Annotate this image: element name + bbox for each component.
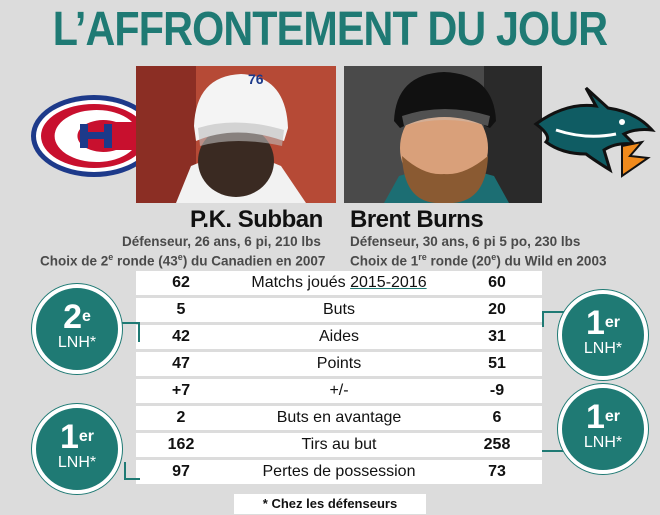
right-value: 51 (488, 355, 506, 372)
badge-league: LNH* (583, 434, 623, 451)
badge-rank: 2e (36, 300, 118, 334)
draft-text-a: Choix de 2 (40, 253, 109, 269)
badge-rank: 1er (562, 306, 644, 340)
rank-suffix: e (82, 308, 91, 325)
stat-label: +/- (329, 382, 349, 399)
stat-label: Tirs au but (301, 436, 377, 453)
stat-label: Buts (322, 301, 355, 318)
stat-row: 62 Matchs joués 2015-2016 60 (136, 271, 542, 295)
right-value: 20 (488, 301, 506, 318)
badge-rank: 1er (36, 420, 118, 454)
rank-badge-burns-goals: 1er LNH* (558, 290, 648, 380)
left-value: 97 (172, 463, 190, 480)
connector-line (124, 462, 140, 480)
right-value: 60 (488, 274, 506, 291)
draft-sup-a: e (108, 252, 114, 262)
left-value: 5 (176, 301, 186, 318)
rank-badge-subban-goals: 2e LNH* (32, 284, 122, 374)
rank-number: 1 (59, 418, 79, 456)
rank-number: 2 (63, 298, 82, 336)
left-value: 62 (172, 274, 190, 291)
burns-photo (344, 66, 542, 203)
left-player-draft: Choix de 2e ronde (43e) du Canadien en 2… (40, 252, 325, 269)
left-value: 42 (172, 328, 190, 345)
season-label: 2015-2016 (350, 274, 427, 291)
right-value: 73 (488, 463, 506, 480)
stat-row: 5 Buts 20 (136, 298, 542, 322)
badge-league: LNH* (583, 340, 623, 357)
left-value: 2 (176, 409, 186, 426)
right-value: 6 (492, 409, 502, 426)
stat-label-text: Matchs joués (251, 274, 351, 291)
stat-label: Pertes de possession (262, 463, 416, 480)
draft-sup-b: e (177, 252, 183, 262)
right-player-name: Brent Burns (350, 206, 484, 233)
rank-suffix: er (604, 408, 621, 425)
sharks-logo (526, 84, 658, 184)
stat-label: Buts en avantage (276, 409, 402, 426)
footnote: * Chez les défenseurs (234, 494, 426, 514)
rank-suffix: er (604, 314, 621, 331)
badge-rank: 1er (562, 400, 644, 434)
badge-league: LNH* (57, 454, 97, 471)
rank-suffix: er (78, 428, 95, 445)
stat-label: Matchs joués 2015-2016 (226, 274, 452, 292)
stat-row: 162 Tirs au but 258 (136, 433, 542, 457)
left-player-bio: Défenseur, 26 ans, 6 pi, 210 lbs (122, 234, 321, 249)
left-value: 162 (167, 436, 195, 453)
stat-row: +7 +/- -9 (136, 379, 542, 403)
left-player-name: P.K. Subban (190, 206, 323, 233)
stat-row: 97 Pertes de possession 73 (136, 460, 542, 484)
rank-badge-subban-giveaways: 1er LNH* (32, 404, 122, 494)
rank-number: 1 (585, 304, 605, 342)
right-player-draft: Choix de 1re ronde (20e) du Wild en 2003 (350, 252, 606, 269)
rank-badge-burns-shots: 1er LNH* (558, 384, 648, 474)
left-value: +7 (171, 382, 191, 399)
draft-text-a: Choix de 1 (350, 253, 419, 269)
right-value: 31 (488, 328, 506, 345)
stats-table: 62 Matchs joués 2015-2016 60 5 Buts 20 4… (136, 271, 542, 487)
draft-text-b: ronde (20 (426, 253, 492, 269)
canadiens-logo (28, 92, 160, 180)
jersey-number: 76 (248, 71, 264, 87)
stat-label: Points (316, 355, 362, 372)
subban-photo: 76 (136, 66, 336, 203)
rank-number: 1 (585, 398, 605, 436)
draft-sup-a: re (418, 252, 427, 262)
stat-row: 42 Aides 31 (136, 325, 542, 349)
right-value: -9 (489, 382, 505, 399)
stat-row: 47 Points 51 (136, 352, 542, 376)
draft-text-c: ) du Canadien en 2007 (182, 253, 326, 269)
badge-league: LNH* (57, 334, 97, 351)
right-value: 258 (483, 436, 511, 453)
draft-text-b: ronde (43 (113, 253, 178, 269)
connector-line (542, 311, 564, 327)
connector-line (118, 322, 140, 342)
draft-sup-b: e (491, 252, 497, 262)
stat-label: Aides (318, 328, 360, 345)
left-value: 47 (172, 355, 190, 372)
page-title: L’AFFRONTEMENT DU JOUR (52, 3, 608, 56)
right-player-bio: Défenseur, 30 ans, 6 pi 5 po, 230 lbs (350, 234, 581, 249)
draft-text-c: ) du Wild en 2003 (496, 253, 607, 269)
stat-row: 2 Buts en avantage 6 (136, 406, 542, 430)
